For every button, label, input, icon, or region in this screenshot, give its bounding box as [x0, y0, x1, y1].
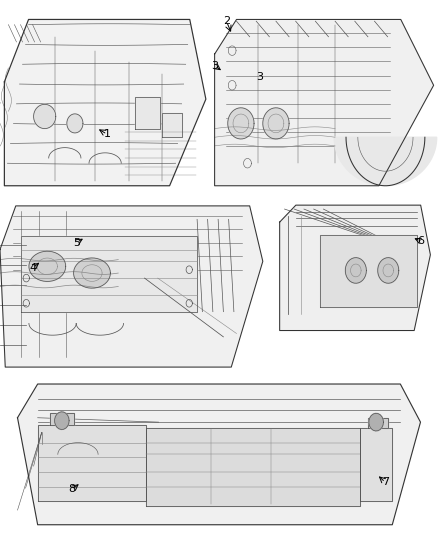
Text: 1: 1	[104, 130, 111, 139]
Polygon shape	[135, 98, 159, 128]
Polygon shape	[215, 19, 434, 186]
Polygon shape	[74, 258, 110, 288]
Polygon shape	[369, 413, 383, 431]
Polygon shape	[279, 205, 431, 330]
Polygon shape	[18, 384, 420, 524]
Text: 2: 2	[223, 17, 230, 26]
Polygon shape	[378, 257, 399, 283]
Polygon shape	[146, 428, 360, 506]
Polygon shape	[162, 113, 182, 137]
Polygon shape	[4, 19, 206, 186]
Polygon shape	[67, 114, 83, 133]
Polygon shape	[0, 206, 263, 367]
Text: 3: 3	[256, 72, 263, 82]
Text: 8: 8	[69, 484, 76, 494]
Text: 6: 6	[417, 236, 424, 246]
Polygon shape	[21, 236, 197, 312]
Polygon shape	[368, 418, 388, 428]
Text: 7: 7	[382, 478, 389, 487]
Polygon shape	[29, 251, 66, 281]
Polygon shape	[228, 108, 254, 139]
Text: 3: 3	[211, 61, 218, 70]
Text: 4: 4	[29, 263, 36, 272]
Polygon shape	[50, 414, 74, 425]
Polygon shape	[38, 425, 146, 501]
Polygon shape	[360, 428, 392, 501]
Polygon shape	[334, 137, 437, 185]
Text: 5: 5	[73, 238, 80, 247]
Polygon shape	[55, 412, 69, 430]
Polygon shape	[320, 235, 417, 307]
Polygon shape	[345, 257, 366, 283]
Polygon shape	[34, 104, 56, 128]
Polygon shape	[263, 108, 289, 139]
